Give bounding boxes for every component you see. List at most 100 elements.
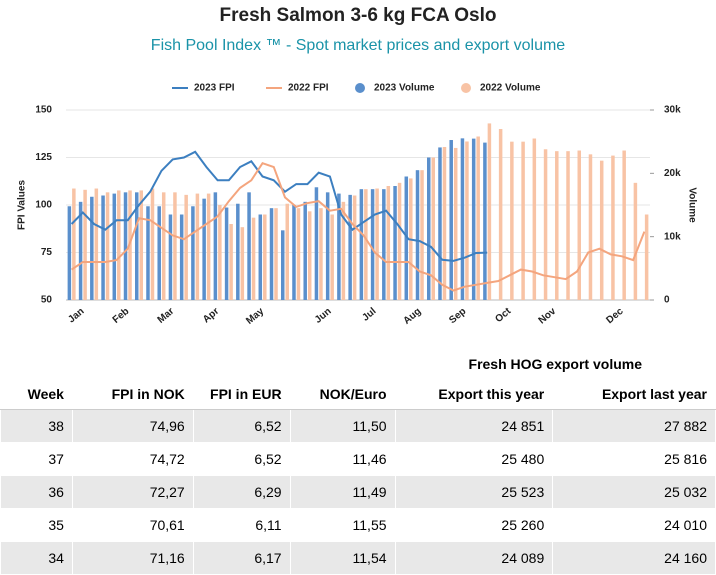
table-cell: 25 032 (552, 475, 716, 509)
column-header: Export this year (394, 377, 554, 410)
volume-bar (476, 136, 480, 300)
x-tick-label: Oct (493, 305, 513, 325)
volume-bar (599, 160, 604, 300)
volume-bar (179, 214, 184, 300)
legend-swatch (461, 83, 471, 93)
volume-bar (117, 190, 121, 300)
volume-bar (483, 142, 487, 300)
table-cell: 6,11 (192, 508, 291, 542)
volume-bar (404, 176, 409, 300)
legend-label: 2022 Volume (480, 83, 541, 94)
table-cell: 6,29 (192, 475, 291, 509)
x-tick-label: Sep (447, 306, 468, 326)
volume-bar (348, 194, 352, 300)
volume-bar (72, 188, 76, 300)
volume-bar (588, 154, 593, 300)
table-row: 38 74,96 6,52 11,50 24 851 27 882 (0, 409, 716, 443)
volume-bar (442, 146, 447, 300)
volume-bar (521, 141, 525, 300)
table-cell: 11,55 (289, 508, 396, 542)
volume-bar (94, 188, 99, 300)
legend-label: 2022 FPI (288, 83, 329, 94)
volume-bar (67, 206, 72, 300)
volume-bar (370, 189, 375, 300)
volume-bar (577, 150, 581, 300)
x-tick-label: Apr (201, 306, 221, 326)
volume-bar (229, 224, 233, 300)
volume-bar (352, 195, 357, 300)
volume-bar (274, 208, 278, 300)
volume-bar (206, 193, 211, 300)
volume-bar (555, 151, 559, 300)
column-header: Export last year (552, 377, 716, 410)
volume-bar (195, 193, 200, 300)
table-cell: 11,54 (289, 541, 396, 575)
volume-bar (386, 186, 391, 300)
volume-bar (438, 147, 442, 300)
volume-bar (465, 141, 469, 300)
volume-bar (449, 140, 453, 300)
fpi-line (71, 162, 646, 292)
data-table: Fresh HOG export volume Week FPI in NOK FPI… (0, 350, 716, 575)
table-row: 37 74,72 6,52 11,46 25 480 25 816 (0, 442, 716, 476)
volume-bar (393, 186, 397, 300)
volume-bar (78, 201, 83, 300)
y2-axis-title: Volume (686, 187, 697, 223)
table-cell: 6,52 (192, 442, 291, 476)
volume-bar (150, 188, 155, 300)
legend-label: 2023 FPI (194, 83, 235, 94)
volume-bar (184, 194, 188, 300)
volume-bar (397, 182, 402, 300)
chart-title: Fresh Salmon 3-6 kg FCA Oslo (220, 5, 497, 26)
table-cell: 35 (0, 508, 73, 542)
column-header: Week (0, 377, 73, 410)
y-tick-label: 75 (41, 247, 53, 258)
volume-bar (319, 208, 323, 300)
y-tick-label: 50 (41, 295, 53, 306)
volume-bar (633, 182, 638, 300)
table-cell: 25 480 (394, 442, 554, 476)
column-header: NOK/Euro (289, 377, 396, 410)
table-cell: 71,16 (71, 541, 194, 575)
volume-bar (112, 193, 117, 300)
table-cell: 72,27 (71, 475, 194, 509)
y-tick-label: 125 (35, 152, 52, 163)
legend-swatch (355, 83, 365, 93)
volume-bar (224, 207, 229, 300)
table-cell: 24 010 (552, 508, 716, 542)
x-tick-label: Dec (604, 306, 625, 327)
volume-bar (168, 214, 173, 300)
header-row: Week FPI in NOK FPI in EUR NOK/Euro Export t… (0, 377, 716, 410)
volume-bar (105, 192, 110, 300)
volume-bar (307, 211, 312, 300)
volume-bar (83, 189, 87, 300)
volume-bar (460, 138, 465, 300)
y2-tick-label: 0 (664, 295, 670, 306)
y2-tick-label: 10k (664, 231, 681, 242)
volume-bar (202, 198, 206, 300)
table-cell: 6,52 (192, 409, 291, 443)
blank-cell (0, 350, 396, 378)
table-row: 36 72,27 6,29 11,49 25 523 25 032 (0, 475, 716, 509)
x-tick-label: Aug (401, 306, 423, 327)
volume-bar (487, 123, 492, 300)
y2-tick-label: 30k (664, 105, 681, 116)
table-cell: 36 (0, 475, 73, 509)
x-tick-label: Feb (111, 306, 132, 326)
group-header-row: Fresh HOG export volume (0, 350, 716, 378)
volume-bar (263, 214, 267, 300)
table-cell: 11,49 (289, 475, 396, 509)
y2-tick-label: 20k (664, 168, 681, 179)
table-cell: 25 260 (394, 508, 554, 542)
volume-bar (281, 230, 285, 300)
volume-bar (532, 138, 537, 300)
volume-bar (157, 206, 161, 300)
volume-bar (251, 217, 256, 300)
volume-bar (90, 196, 94, 300)
volume-bar (325, 192, 330, 300)
volume-bar (382, 189, 386, 300)
table-cell: 24 851 (394, 409, 554, 443)
volume-bar (543, 149, 548, 300)
legend-label: 2023 Volume (374, 83, 435, 94)
y-tick-label: 150 (35, 105, 52, 116)
